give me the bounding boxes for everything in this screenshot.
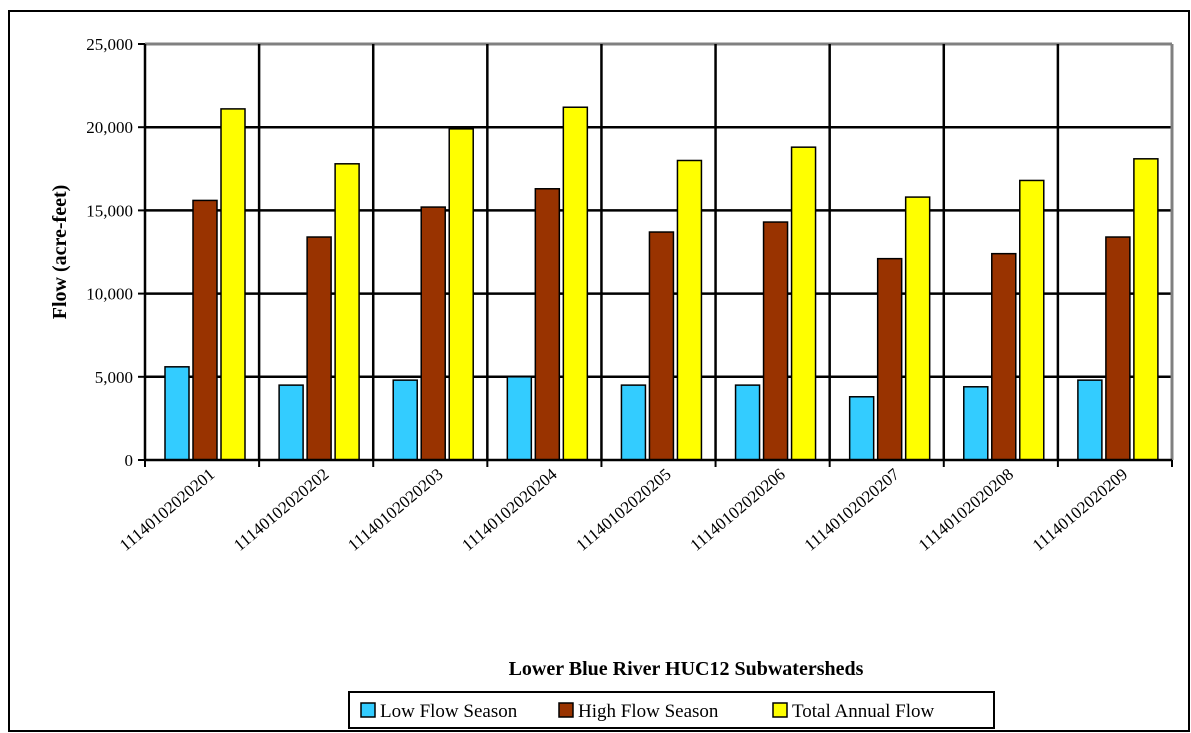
legend-swatch: [558, 702, 574, 718]
y-tick-label: 10,000: [86, 285, 133, 304]
x-axis-ticks: 11140102020201 11140102020202 111401020202…: [116, 460, 1173, 555]
x-tick-label: 11140102020208: [915, 465, 1017, 555]
bar-total-annual-flow: [334, 163, 360, 461]
bar-high-flow-season: [876, 257, 903, 461]
bar-low-flow-season: [278, 384, 304, 461]
bar-total-annual-flow: [220, 108, 246, 461]
bar-high-flow-season: [991, 252, 1017, 461]
bar-high-flow-season: [306, 236, 332, 461]
bar-high-flow-season: [648, 231, 675, 461]
bar-high-flow-season: [534, 188, 561, 461]
bar-high-flow-season: [192, 199, 218, 461]
legend-label: High Flow Season: [578, 701, 719, 722]
bar-total-annual-flow: [562, 106, 589, 461]
legend-label: Low Flow Season: [380, 701, 518, 722]
bar-low-flow-season: [620, 384, 647, 461]
legend-swatch: [360, 702, 376, 718]
bar-high-flow-season: [420, 206, 446, 461]
gridlines: [145, 42, 1174, 460]
x-tick-label: 11140102020207: [801, 464, 904, 555]
bar-total-annual-flow: [1133, 158, 1159, 461]
bar-low-flow-season: [392, 379, 418, 461]
bar-low-flow-season: [848, 396, 875, 461]
x-tick-label: 11140102020201: [116, 465, 218, 555]
bar-total-annual-flow: [790, 146, 817, 461]
bars: [164, 106, 1159, 461]
bar-total-annual-flow: [448, 128, 474, 461]
x-tick-label: 11140102020203: [344, 465, 446, 555]
bar-low-flow-season: [164, 366, 190, 461]
bar-total-annual-flow: [1019, 179, 1045, 461]
bar-total-annual-flow: [904, 196, 931, 461]
y-tick-label: 15,000: [86, 201, 133, 220]
bar-low-flow-season: [734, 384, 761, 461]
axes: [143, 44, 1172, 462]
y-tick-label: 5,000: [95, 368, 133, 387]
y-tick-label: 20,000: [86, 118, 133, 137]
bar-high-flow-season: [1105, 236, 1131, 461]
legend-label: Total Annual Flow: [792, 701, 935, 722]
x-tick-label: 11140102020204: [458, 464, 561, 555]
bar-total-annual-flow: [676, 159, 703, 461]
bar-high-flow-season: [762, 221, 789, 461]
x-axis-title: Lower Blue River HUC12 Subwatersheds: [509, 658, 864, 680]
legend-box: [348, 691, 995, 729]
x-tick-label: 11140102020202: [230, 465, 332, 555]
bar-low-flow-season: [506, 376, 533, 461]
y-tick-label: 25,000: [86, 35, 133, 54]
y-axis-ticks: 0 5,000 10,000 15,000 20,000 25,000: [86, 35, 145, 470]
bar-low-flow-season: [963, 386, 989, 461]
x-tick-label: 11140102020209: [1029, 465, 1131, 555]
legend: Low Flow Season High Flow Season Total Ann…: [348, 691, 995, 729]
y-tick-label: 0: [125, 451, 134, 470]
bar-low-flow-season: [1077, 379, 1103, 461]
x-tick-label: 11140102020206: [686, 465, 788, 555]
legend-swatch: [772, 702, 788, 718]
x-tick-label: 11140102020205: [572, 465, 674, 555]
y-axis-title: Flow (acre-feet): [49, 185, 71, 320]
